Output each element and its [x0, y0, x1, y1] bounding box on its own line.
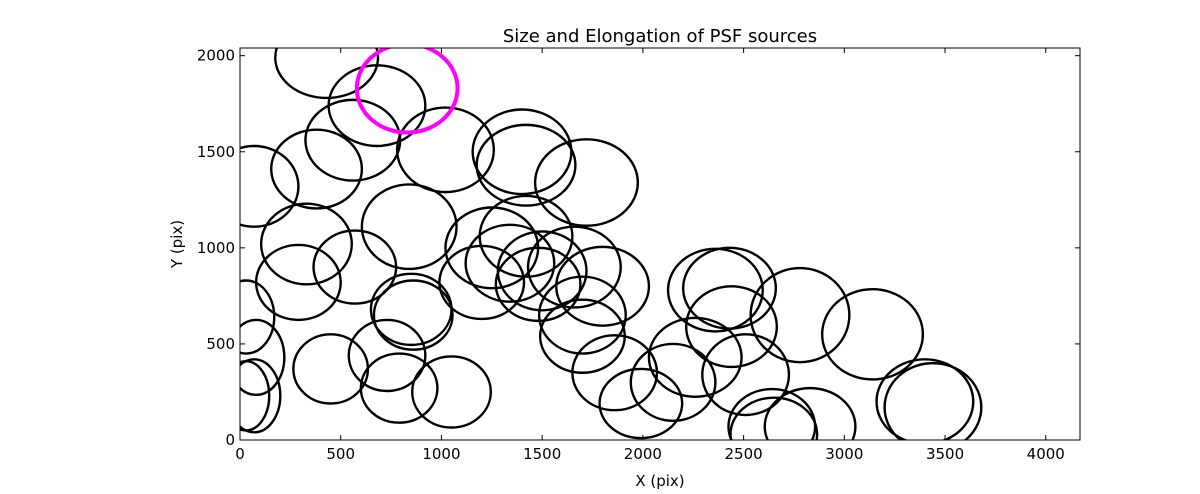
- psf-ellipse-2: [304, 98, 402, 182]
- psf-ellipse-3: [270, 128, 364, 210]
- psf-ellipse-32: [411, 355, 492, 429]
- psf-ellipse-19: [494, 246, 582, 323]
- y-tick-label: 500: [206, 335, 235, 353]
- psf-ellipse-5: [395, 106, 496, 194]
- psf-ellipse-17: [526, 225, 622, 309]
- psf-ellipse-13: [254, 243, 342, 322]
- psf-ellipse-22: [372, 279, 454, 351]
- psf-ellipse-23: [537, 275, 627, 355]
- psf-ellipse-34: [598, 367, 684, 440]
- y-axis-label: Y (pix): [168, 220, 186, 269]
- psf-ellipse-39: [684, 285, 779, 369]
- x-tick-label: 1500: [523, 445, 561, 463]
- highlighted-psf-ellipse: [354, 48, 460, 135]
- x-tick-label: 2500: [725, 445, 763, 463]
- psf-ellipse-31: [359, 352, 439, 424]
- psf-ellipse-15: [464, 223, 556, 303]
- y-tick-label: 1500: [197, 143, 235, 161]
- psf-ellipse-44: [727, 387, 817, 440]
- psf-ellipse-18: [555, 245, 651, 327]
- ellipse-layer: [240, 48, 983, 440]
- psf-ellipse-35: [629, 342, 717, 422]
- psf-ellipse-14: [312, 229, 398, 305]
- psf-ellipse-6: [471, 108, 573, 196]
- psf-ellipse-40: [749, 266, 851, 364]
- y-tick-label: 1000: [197, 239, 235, 257]
- psf-ellipse-36: [647, 316, 743, 398]
- psf-ellipse-38: [681, 246, 778, 330]
- x-tick-label: 3000: [825, 445, 863, 463]
- psf-ellipse-26: [240, 318, 286, 397]
- y-tick-label: 0: [225, 431, 235, 449]
- psf-ellipse-45: [763, 386, 857, 440]
- psf-ellipse-28: [240, 360, 271, 432]
- x-tick-label: 2000: [624, 445, 662, 463]
- y-tick-label: 2000: [197, 47, 235, 65]
- psf-ellipse-21: [369, 272, 453, 347]
- x-tick-label: 500: [326, 445, 355, 463]
- x-tick-label: 1000: [422, 445, 460, 463]
- x-axis-label: X (pix): [635, 472, 684, 490]
- psf-ellipse-9: [360, 183, 458, 271]
- psf-ellipse-4: [240, 144, 300, 228]
- x-tick-label: 4000: [1027, 445, 1065, 463]
- psf-ellipse-27: [240, 358, 282, 434]
- psf-ellipse-29: [292, 333, 370, 405]
- psf-ellipse-41: [820, 287, 925, 381]
- x-tick-label: 0: [235, 445, 245, 463]
- psf-ellipse-8: [533, 138, 640, 227]
- x-tick-label: 3500: [926, 445, 964, 463]
- psf-ellipse-46: [875, 358, 975, 440]
- chart-title: Size and Elongation of PSF sources: [503, 26, 817, 47]
- psf-ellipse-30: [347, 318, 427, 393]
- psf-ellipse-47: [883, 361, 983, 440]
- psf-ellipse-0: [274, 48, 380, 100]
- psf-ellipse-12: [478, 194, 574, 278]
- psf-ellipse-42: [701, 333, 791, 417]
- psf-ellipse-25: [240, 279, 276, 355]
- psf-ellipse-10: [259, 202, 353, 286]
- psf-ellipse-7: [475, 123, 577, 207]
- plot-frame: [239, 47, 1081, 441]
- ticks-layer: 0 500 1000 1500 2000 2500 3000 3500 4000 0 500 1000…: [197, 47, 1080, 463]
